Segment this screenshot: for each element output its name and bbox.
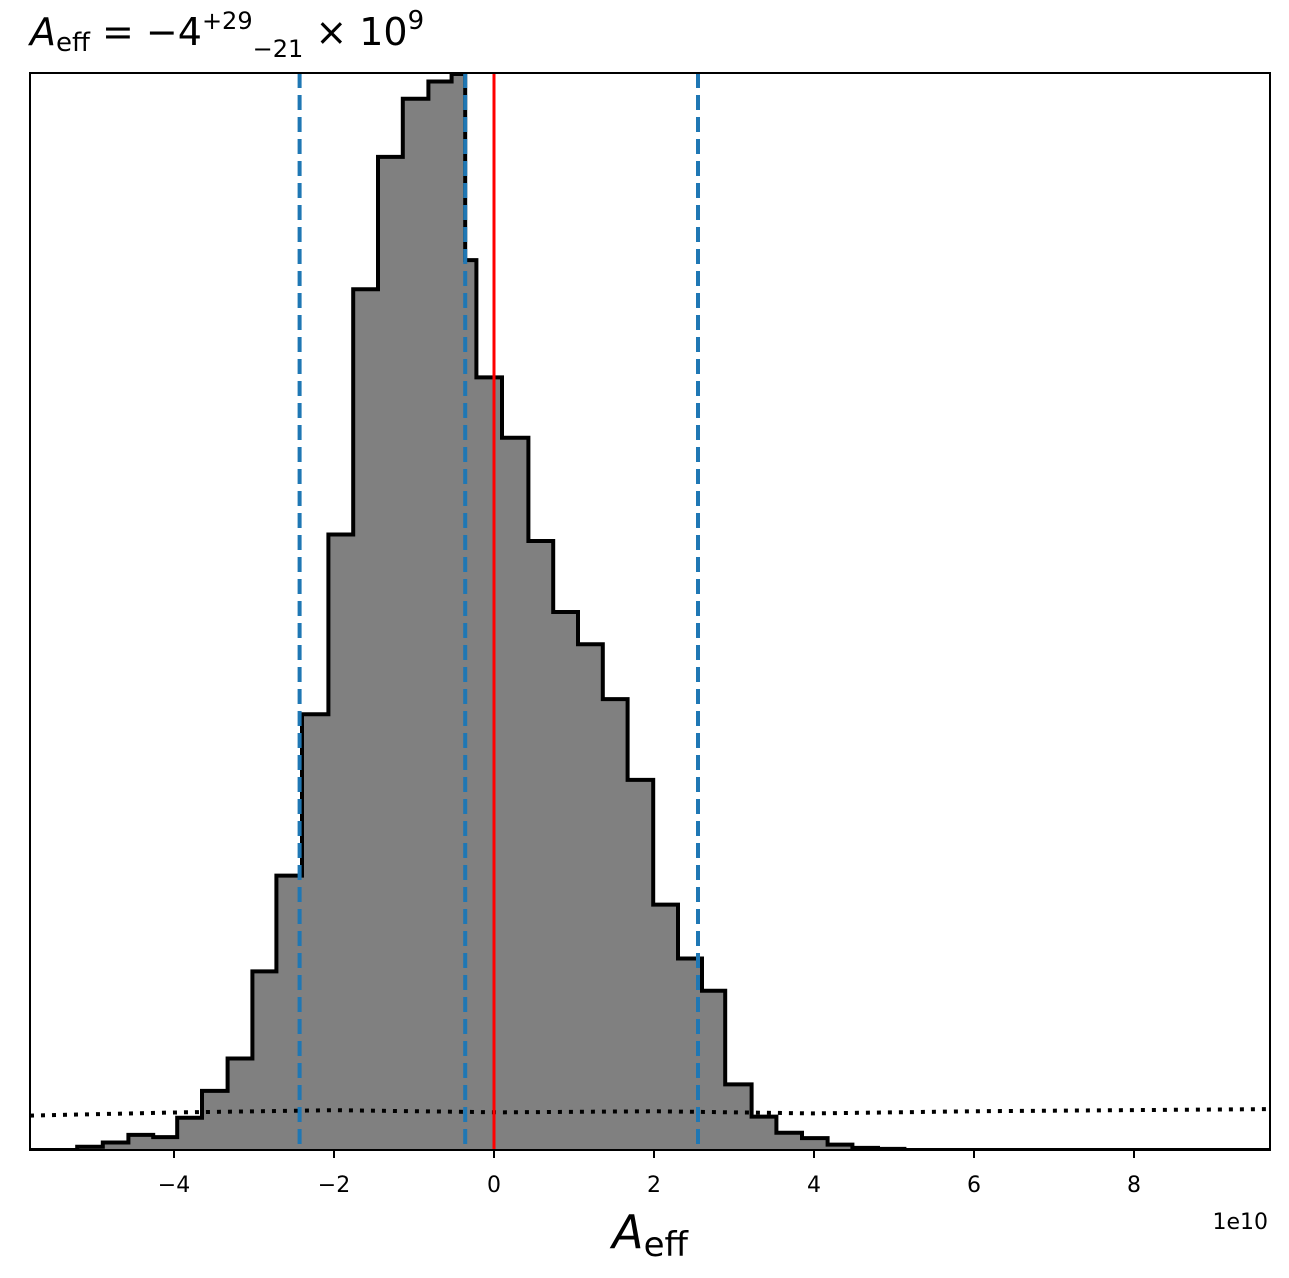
- histogram-bar: [428, 81, 453, 1150]
- x-tick-label: −2: [318, 1173, 350, 1198]
- histogram-bar: [102, 1142, 129, 1150]
- chart-title: Aeff = −4+29−21 × 109: [27, 6, 424, 63]
- plot-frame: [29, 72, 1271, 1151]
- histogram-bar: [153, 1137, 178, 1150]
- histogram-bar: [751, 1116, 777, 1150]
- histogram-bar: [702, 990, 726, 1150]
- histogram-bar: [202, 1090, 229, 1150]
- histogram-bar: [802, 1138, 829, 1150]
- histogram-bar: [627, 779, 654, 1150]
- title-times: × 10: [303, 10, 407, 54]
- x-tick-label: −4: [158, 1173, 190, 1198]
- plot-area: −4 −2 0 2 4 6 8: [29, 72, 1271, 1198]
- title-upper-error: +29: [202, 7, 253, 35]
- histogram-bar: [528, 540, 554, 1150]
- title-value: = −4: [90, 10, 202, 54]
- histogram-bar: [465, 260, 477, 1150]
- histogram-bar: [553, 612, 579, 1150]
- histogram-bar: [827, 1144, 853, 1150]
- histogram-bar: [328, 534, 354, 1150]
- x-axis-offset-text: 1e10: [1212, 1210, 1268, 1235]
- title-lower-error: −21: [253, 35, 304, 63]
- histogram-bar: [378, 156, 404, 1150]
- histogram-bar: [502, 437, 529, 1150]
- histogram-outline: [30, 73, 1270, 1150]
- histogram-bar: [227, 1058, 253, 1150]
- x-axis-label: Aeff: [609, 1205, 689, 1265]
- histogram-bar: [653, 904, 679, 1150]
- xlabel-sub: eff: [644, 1225, 690, 1265]
- histogram-bar: [725, 1084, 753, 1150]
- x-tick-label: 8: [1127, 1173, 1141, 1198]
- title-symbol-sub: eff: [56, 28, 91, 58]
- histogram-bar: [302, 714, 329, 1150]
- histogram-bar: [177, 1117, 203, 1150]
- histogram-bar: [252, 971, 277, 1150]
- title-symbol: A: [27, 10, 56, 54]
- title-exponent: 9: [408, 6, 425, 36]
- x-tick-label: 2: [647, 1173, 661, 1198]
- histogram-bar: [602, 699, 629, 1150]
- x-tick-label: 0: [487, 1173, 501, 1198]
- prior-dotted-line: [30, 1107, 1270, 1118]
- x-tick-label: 6: [967, 1173, 981, 1198]
- histogram-bar: [451, 74, 466, 1150]
- histogram-bar: [476, 377, 503, 1150]
- histogram-bar: [776, 1132, 803, 1150]
- histogram-bar: [128, 1134, 154, 1150]
- histogram-bar: [402, 98, 429, 1150]
- histogram-bar: [353, 289, 379, 1150]
- histogram-bar: [578, 644, 604, 1150]
- x-tick-label: 4: [807, 1173, 821, 1198]
- xlabel-symbol: A: [609, 1205, 643, 1259]
